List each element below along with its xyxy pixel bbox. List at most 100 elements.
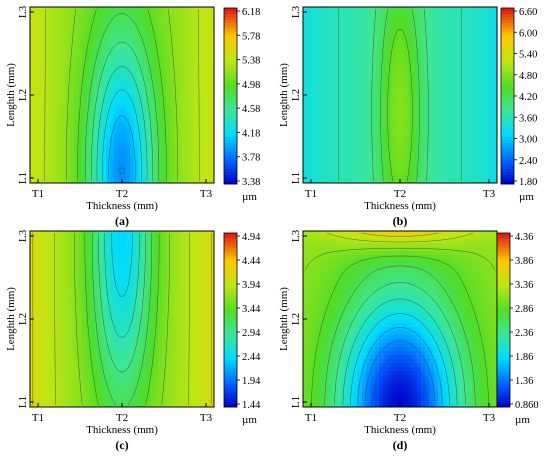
heatmap-cell: [114, 155, 119, 160]
heatmap-cell: [395, 103, 401, 108]
heatmap-cell: [492, 91, 498, 96]
heatmap-cell: [170, 95, 175, 100]
heatmap-cell: [324, 175, 329, 180]
heatmap-cell: [328, 143, 333, 148]
heatmap-cell: [437, 171, 443, 176]
heatmap-cell: [102, 83, 107, 88]
heatmap-cell: [353, 171, 359, 176]
heatmap-cell: [340, 79, 346, 84]
heatmap-cell: [42, 95, 47, 100]
heatmap-cell: [467, 15, 473, 20]
heatmap-cell: [412, 171, 418, 176]
heatmap-cell: [400, 23, 405, 28]
heatmap-cell: [412, 63, 418, 68]
heatmap-cell: [387, 15, 392, 20]
heatmap-cell: [408, 127, 414, 132]
heatmap-cell: [442, 175, 447, 180]
heatmap-cell: [362, 143, 367, 148]
heatmap-cell: [54, 87, 59, 92]
heatmap-cell: [307, 83, 312, 88]
heatmap-cell: [34, 147, 39, 152]
contour-segment: [151, 25, 154, 30]
colorbar-segment: [224, 104, 237, 109]
heatmap-cell: [150, 67, 155, 72]
heatmap-cell: [446, 151, 452, 156]
heatmap-cell: [30, 123, 35, 128]
heatmap-cell: [395, 19, 401, 24]
heatmap-cell: [114, 127, 119, 132]
heatmap-cell: [319, 7, 325, 12]
heatmap-cell: [412, 87, 418, 92]
contour-segment: [82, 72, 84, 78]
heatmap-cell: [30, 143, 35, 148]
heatmap-cell: [328, 151, 333, 156]
heatmap-cell: [78, 155, 83, 160]
y-tick-label: L1: [17, 172, 29, 184]
heatmap-cell: [357, 127, 363, 132]
heatmap-cell: [340, 127, 346, 132]
contour-segment: [127, 44, 129, 46]
heatmap-cell: [78, 11, 83, 16]
heatmap-cell: [126, 163, 131, 168]
heatmap-cell: [484, 75, 489, 80]
heatmap-cell: [94, 11, 99, 16]
contour-segment: [95, 8, 97, 11]
heatmap-cell: [357, 83, 363, 88]
heatmap-cell: [130, 111, 135, 116]
heatmap-cell: [353, 43, 359, 48]
heatmap-cell: [46, 103, 51, 108]
colorbar-unit-label: µm: [242, 191, 257, 203]
heatmap-cell: [182, 71, 187, 76]
heatmap-cell: [174, 87, 179, 92]
heatmap-cell: [162, 143, 167, 148]
contour-segment: [83, 64, 85, 70]
heatmap-cell: [345, 147, 350, 152]
heatmap-cell: [391, 131, 397, 136]
heatmap-cell: [58, 23, 63, 28]
heatmap-cell: [446, 31, 452, 36]
heatmap-cell: [425, 39, 430, 44]
heatmap-cell: [353, 175, 359, 180]
heatmap-cell: [383, 63, 388, 68]
heatmap-cell: [86, 163, 91, 168]
heatmap-cell: [118, 91, 123, 96]
heatmap-cell: [154, 63, 159, 68]
heatmap-cell: [442, 55, 447, 60]
heatmap-cell: [450, 99, 456, 104]
heatmap-cell: [138, 119, 143, 124]
heatmap-cell: [311, 39, 317, 44]
heatmap-cell: [429, 51, 435, 56]
heatmap-cell: [421, 75, 426, 80]
heatmap-cell: [198, 167, 203, 172]
heatmap-cell: [58, 83, 63, 88]
heatmap-cell: [202, 11, 207, 16]
y-tick-label: L2: [17, 89, 29, 101]
heatmap-cell: [102, 67, 107, 72]
heatmap-cell: [433, 163, 439, 168]
heatmap-cell: [174, 31, 179, 36]
heatmap-cell: [421, 115, 426, 120]
heatmap-cell: [442, 43, 447, 48]
heatmap-cell: [30, 35, 35, 40]
heatmap-cell: [488, 127, 494, 132]
heatmap-cell: [70, 83, 75, 88]
contour-segment: [144, 84, 146, 90]
heatmap-cell: [404, 135, 409, 140]
heatmap-cell: [433, 15, 439, 20]
heatmap-cell: [353, 55, 359, 60]
colorbar-segment: [224, 148, 237, 153]
heatmap-cell: [106, 43, 111, 48]
heatmap-cell: [395, 11, 401, 16]
heatmap-cell: [315, 119, 321, 124]
heatmap-cell: [54, 99, 59, 104]
heatmap-cell: [126, 43, 131, 48]
heatmap-cell: [467, 75, 473, 80]
heatmap-cell: [178, 167, 183, 172]
heatmap-cell: [303, 99, 308, 104]
contour-segment: [141, 108, 144, 114]
heatmap-cell: [391, 119, 397, 124]
contour-segment: [138, 128, 140, 134]
heatmap-cell: [370, 27, 376, 32]
contour-segment: [155, 44, 158, 50]
heatmap-cell: [370, 91, 376, 96]
